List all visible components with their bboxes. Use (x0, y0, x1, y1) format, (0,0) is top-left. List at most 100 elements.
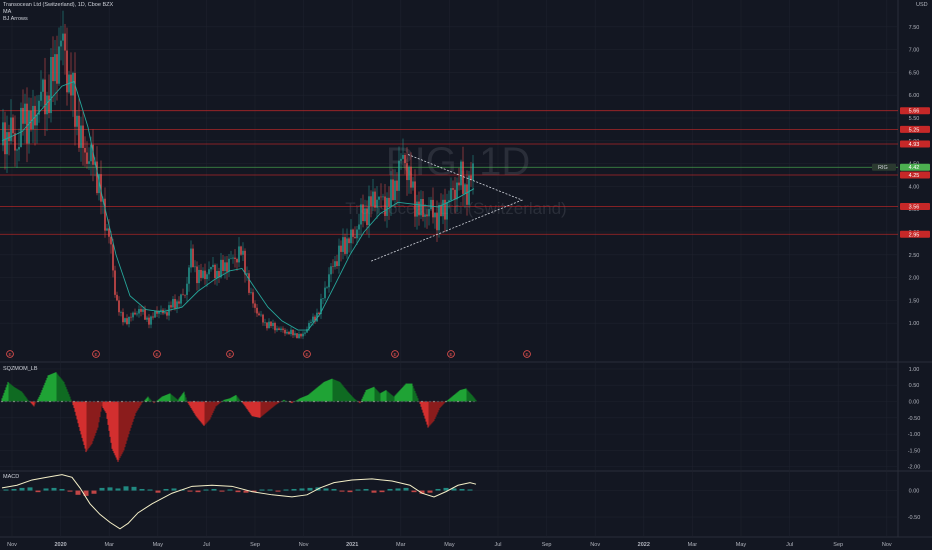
sqzmom-bar (263, 401, 265, 415)
sqzmom-bar (383, 391, 385, 402)
macd-histogram-bar (347, 490, 353, 493)
sqzmom-bar (146, 397, 148, 402)
macd-histogram-bar (219, 490, 225, 492)
candle-body (170, 305, 172, 308)
candle-body (330, 266, 332, 275)
sqzmom-bar (72, 401, 74, 406)
candle-body (262, 314, 264, 323)
sqzmom-bar (308, 394, 310, 402)
macd-histogram-bar (19, 487, 25, 491)
sqzmom-bar (389, 393, 391, 402)
x-tick-label: Nov (299, 542, 309, 548)
sqzmom-bar (43, 385, 45, 402)
sqzmom-bar (268, 401, 270, 411)
sqzmom-bar (334, 379, 336, 402)
sqzmom-bar (99, 401, 101, 417)
candle-body (382, 196, 384, 198)
sqzmom-bar (397, 392, 399, 402)
sqzmom-squeeze-dot (413, 400, 415, 403)
sqzmom-squeeze-dot (85, 400, 87, 403)
candle-body (398, 160, 400, 191)
sqzmom-bar (340, 383, 342, 402)
y-tick-label: -1.00 (908, 432, 921, 438)
x-tick-label: Sep (542, 542, 552, 548)
sqzmom-bar (67, 391, 69, 402)
sqzmom-squeeze-dot (69, 400, 71, 403)
symbol-title: Transocean Ltd (Switzerland), 1D, Cboe B… (3, 2, 114, 8)
sqzmom-bar (473, 397, 475, 402)
sqzmom-bar (392, 395, 394, 402)
macd-histogram-bar (299, 488, 305, 491)
sqzmom-pane-title: SQZMOM_LB (3, 366, 38, 372)
sqzmom-bar (275, 401, 277, 405)
sqzmom-bar (305, 395, 307, 402)
price-level-label: 3.56 (909, 204, 920, 210)
sqzmom-bar (228, 398, 230, 402)
sqzmom-squeeze-dot (469, 400, 471, 403)
sqzmom-bar (273, 401, 275, 407)
sqzmom-bar (48, 375, 50, 402)
candle-body (108, 228, 110, 237)
sqzmom-bar (299, 398, 301, 402)
candle-body (214, 264, 216, 279)
candle-body (6, 132, 8, 155)
candle-body (366, 208, 368, 226)
sqzmom-bar (149, 398, 151, 402)
candle-body (176, 301, 178, 309)
price-level-label: 2.95 (909, 232, 920, 238)
candle-body (146, 317, 148, 320)
sqzmom-bar (15, 388, 17, 402)
sqzmom-bar (403, 385, 405, 402)
sqzmom-bar (219, 401, 221, 404)
candle-body (196, 266, 198, 284)
candle-body (304, 332, 306, 334)
candle-body (120, 312, 122, 313)
candle-body (456, 182, 458, 200)
sqzmom-bar (215, 401, 217, 407)
sqzmom-bar (206, 401, 208, 423)
sqzmom-bar (148, 397, 150, 402)
sqzmom-squeeze-dot (465, 400, 467, 403)
sqzmom-bar (250, 401, 252, 415)
candle-body (422, 198, 424, 217)
candle-body (36, 114, 38, 126)
earnings-marker-label: E (94, 352, 97, 357)
candle-body (432, 199, 434, 218)
sqzmom-bar (66, 389, 68, 402)
candle-body (438, 205, 440, 231)
candle-body (48, 95, 50, 114)
sqzmom-bar (17, 389, 19, 402)
sqzmom-bar (318, 386, 320, 402)
sqzmom-bar (226, 399, 228, 402)
sqzmom-bar (456, 392, 458, 402)
candle-body (156, 310, 158, 314)
sqzmom-bar (147, 396, 149, 402)
x-tick-label: Mar (396, 542, 406, 548)
sqzmom-bar (369, 388, 371, 402)
sqzmom-bar (435, 401, 437, 417)
macd-histogram-bar (27, 487, 33, 491)
sqzmom-squeeze-dot (341, 400, 343, 403)
sqzmom-bar (189, 401, 191, 407)
candle-body (286, 331, 288, 334)
sqzmom-bar (458, 390, 460, 402)
candle-body (226, 262, 228, 272)
sqzmom-bar (290, 401, 292, 403)
candle-body (410, 166, 412, 188)
sqzmom-bar (332, 379, 334, 402)
sqzmom-bar (47, 375, 49, 402)
candle-body (392, 179, 394, 201)
candle-body (454, 189, 456, 200)
candle-body (238, 246, 240, 263)
candle-body (182, 294, 184, 296)
sqzmom-bar (373, 386, 375, 402)
sqzmom-bar (102, 401, 104, 409)
sqzmom-bar (315, 388, 317, 402)
candle-body (38, 100, 40, 115)
sqzmom-bar (338, 381, 340, 402)
candle-body (218, 270, 220, 278)
candle-body (160, 309, 162, 311)
sqzmom-bar (154, 401, 156, 403)
sqzmom-bar (430, 401, 432, 425)
